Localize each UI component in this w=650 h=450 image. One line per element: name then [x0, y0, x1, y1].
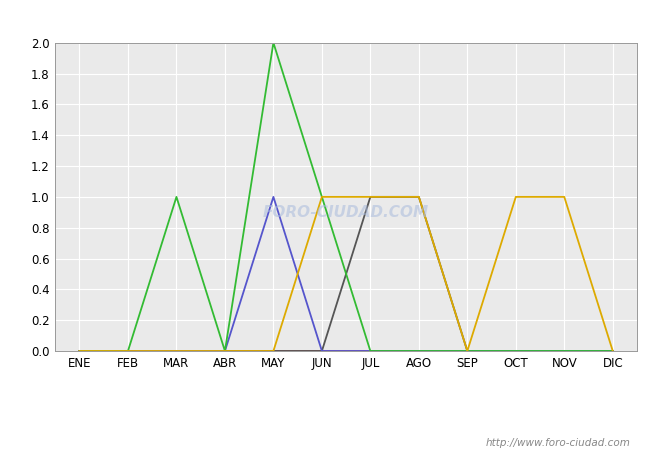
- Text: http://www.foro-ciudad.com: http://www.foro-ciudad.com: [486, 438, 630, 448]
- Text: Matriculaciones de Vehiculos en Navacarros: Matriculaciones de Vehiculos en Navacarr…: [142, 10, 508, 28]
- Text: FORO-CIUDAD.COM: FORO-CIUDAD.COM: [263, 205, 429, 220]
